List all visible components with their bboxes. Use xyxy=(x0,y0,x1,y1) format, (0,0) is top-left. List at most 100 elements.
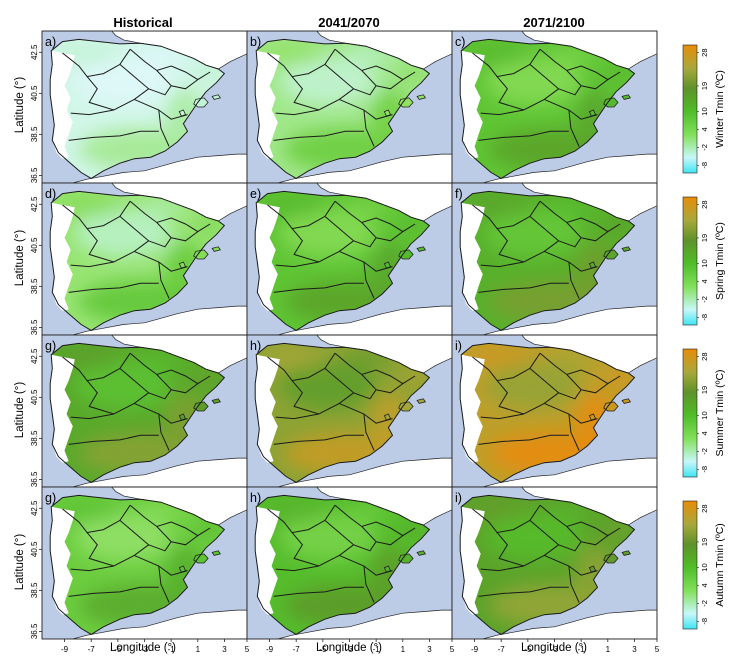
colorbar: 28 19 10 4 -2 -8 Winter Tmin (ºC) xyxy=(682,44,726,174)
region-border xyxy=(339,250,393,272)
region-border xyxy=(472,352,541,382)
balearic-island xyxy=(383,109,392,117)
portugal-land xyxy=(255,202,280,311)
lat-tick-label: 42.5 xyxy=(30,348,39,364)
balearic-island xyxy=(193,97,209,108)
coastline xyxy=(459,342,636,483)
region-border xyxy=(273,130,364,141)
portugal-land xyxy=(255,354,280,463)
balearic-island xyxy=(193,553,209,564)
colorbar-tick-label: 4 xyxy=(700,583,709,587)
map-panel: h) xyxy=(246,486,453,640)
portugal-land xyxy=(460,354,485,463)
region-border xyxy=(375,231,404,242)
region-border xyxy=(134,554,188,576)
balearic-island xyxy=(211,94,221,100)
africa-land xyxy=(482,609,657,639)
coastline xyxy=(254,342,431,483)
y-axis-label: Latitude (°) xyxy=(14,534,26,591)
africa-land xyxy=(277,609,452,639)
colorbar-tick-label: 19 xyxy=(700,386,709,394)
region-border xyxy=(267,352,336,382)
region-border xyxy=(568,565,580,603)
balearic-island xyxy=(178,109,187,117)
africa-land xyxy=(277,457,452,487)
region-border xyxy=(171,383,199,394)
colorbar-tick-label: -2 xyxy=(700,144,709,151)
region-border xyxy=(86,520,150,567)
portugal-land xyxy=(460,50,485,159)
colorbar: 28 19 10 4 -2 -8 Autumn Tmin (ºC) xyxy=(682,500,726,630)
panel-letter: c) xyxy=(455,35,465,49)
balearic-island xyxy=(603,249,619,260)
region-border xyxy=(375,383,404,394)
region-border xyxy=(339,402,393,424)
lon-tick-label: -5 xyxy=(114,645,122,654)
region-border xyxy=(375,79,404,90)
balearic-island xyxy=(588,565,597,573)
map-panel: c) xyxy=(451,30,658,184)
region-border xyxy=(363,261,375,299)
colorbar-tick-label: 19 xyxy=(700,538,709,546)
region-border xyxy=(580,535,609,546)
x-axis-labels: Longitude (°) Longitude (°) Longitude (°… xyxy=(110,642,587,654)
lon-tick-label: 5 xyxy=(655,645,660,654)
region-border xyxy=(273,282,364,293)
lon-tick-label: -3 xyxy=(141,645,149,654)
colorbar-scale xyxy=(682,44,698,174)
lon-tick-label: -1 xyxy=(373,645,381,654)
panel-letter: g) xyxy=(45,339,56,353)
balearic-island xyxy=(416,246,427,252)
panel-letter: i) xyxy=(455,339,462,353)
lat-tick-label: 40.5 xyxy=(30,85,39,101)
map-panel: f) xyxy=(451,182,658,336)
region-border xyxy=(558,222,582,248)
colorbar-scale xyxy=(682,500,698,630)
region-border xyxy=(363,413,375,451)
lat-tick-label: 38.5 xyxy=(30,278,39,294)
region-border xyxy=(568,109,580,147)
lat-tick-label: 36.5 xyxy=(30,319,39,335)
region-border xyxy=(568,413,580,451)
map-panel: i) xyxy=(451,486,658,640)
lon-tick-label: -7 xyxy=(293,645,301,654)
lon-tick-label: -3 xyxy=(346,645,354,654)
lat-tick-label: 40.5 xyxy=(30,389,39,405)
region-border xyxy=(158,109,170,147)
panel-letter: i) xyxy=(455,491,462,505)
map-panel: b) xyxy=(246,30,453,184)
map-panel: g) xyxy=(41,486,248,640)
colorbar-tick-label: 4 xyxy=(700,431,709,435)
region-border xyxy=(544,98,598,120)
portugal-land xyxy=(255,506,280,615)
colorbar: 28 19 10 4 -2 -8 Spring Tmin (ºC) xyxy=(682,196,726,326)
colorbar-tick-label: -2 xyxy=(700,448,709,455)
region-border xyxy=(171,231,199,242)
balearic-island xyxy=(603,401,619,412)
africa-land xyxy=(482,153,657,183)
portugal-land xyxy=(255,50,280,159)
balearic-island xyxy=(588,261,597,269)
region-border xyxy=(171,79,199,90)
balearic-island xyxy=(211,398,221,404)
colorbar-scale xyxy=(682,348,698,478)
colorbar-label: Spring Tmin (ºC) xyxy=(714,222,726,300)
balearic-island xyxy=(603,553,619,564)
coastline xyxy=(459,190,636,331)
colorbar-label: Winter Tmin (ºC) xyxy=(714,70,726,148)
region-border xyxy=(134,98,188,120)
panel-letter: a) xyxy=(45,35,56,49)
balearic-island xyxy=(398,97,414,108)
coastline xyxy=(49,38,226,179)
balearic-island xyxy=(588,413,597,421)
lon-tick-label: -9 xyxy=(471,645,479,654)
coastline xyxy=(459,494,636,635)
region-border xyxy=(275,565,319,572)
lat-tick-label: 42.5 xyxy=(30,500,39,516)
region-border xyxy=(472,48,541,78)
panel-letter: b) xyxy=(250,35,261,49)
x-axis-label: Longitude (°) xyxy=(521,642,587,654)
region-border xyxy=(353,70,377,96)
balearic-island xyxy=(398,401,414,412)
panel-letter: f) xyxy=(455,187,463,201)
